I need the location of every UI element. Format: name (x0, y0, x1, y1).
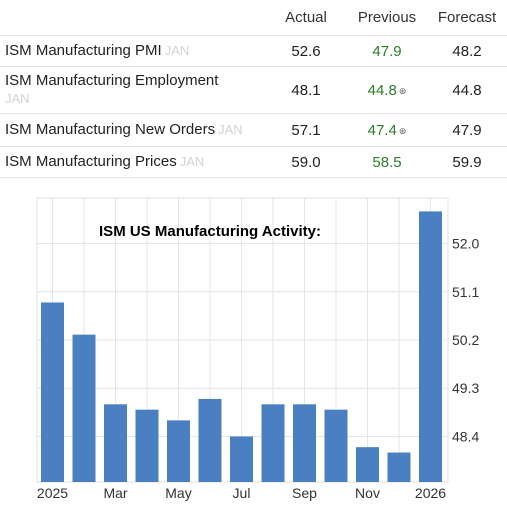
bars[interactable] (41, 211, 442, 482)
actual-value: 59.0 (265, 146, 347, 178)
bar-2025-12[interactable] (387, 452, 411, 482)
bar-2025-07[interactable] (230, 436, 253, 482)
reference-period: JAN (179, 154, 205, 169)
col-actual-header[interactable]: Actual (265, 0, 347, 36)
bar-2025-09[interactable] (293, 404, 316, 482)
forecast-value: 59.9 (427, 146, 507, 178)
chart-title: ISM US Manufacturing Activity: (99, 223, 321, 240)
indicator-cell[interactable]: ISM Manufacturing PMI JAN (0, 35, 265, 67)
x-tick-label: Jul (233, 485, 251, 501)
forecast-value: 48.2 (427, 35, 507, 67)
table-row[interactable]: ISM Manufacturing PMI JAN 52.6 47.9 48.2 (0, 35, 507, 67)
reference-period: JAN (5, 91, 30, 106)
actual-value: 48.1 (265, 66, 347, 114)
y-axis-ticks: 48.4 49.3 50.2 51.1 52.0 (452, 236, 479, 445)
col-previous-header[interactable]: Previous (347, 0, 427, 36)
bar-2025-05[interactable] (167, 420, 190, 482)
revised-circle-icon[interactable]: ⊛ (398, 85, 407, 96)
bar-2025-04[interactable] (135, 409, 159, 482)
previous-value-text: 44.8 (367, 81, 397, 99)
indicator-cell[interactable]: ISM Manufacturing Prices JAN (0, 146, 265, 178)
indicator-name[interactable]: ISM Manufacturing PMI (5, 42, 162, 59)
forecast-value: 47.9 (427, 113, 507, 147)
bar-2025-08[interactable] (261, 404, 285, 482)
y-tick-label: 50.2 (452, 332, 479, 348)
previous-value: 47.4 ⊛ (347, 113, 427, 147)
actual-value: 52.6 (265, 35, 347, 67)
y-tick-label: 51.1 (452, 284, 479, 300)
table-row[interactable]: ISM Manufacturing Prices JAN 59.0 58.5 59… (0, 146, 507, 178)
col-forecast-header[interactable]: Forecast (427, 0, 507, 36)
header-row: Actual Previous Forecast (0, 0, 507, 36)
indicators-table: Actual Previous Forecast ISM Manufacturi… (0, 0, 507, 178)
x-tick-label: Sep (292, 485, 317, 501)
bar-2025-03[interactable] (104, 404, 127, 482)
previous-value: 58.5 (347, 146, 427, 178)
x-axis-ticks: 2025 Mar May Jul Sep Nov 2026 (37, 485, 446, 501)
x-tick-label: 2025 (37, 485, 68, 501)
previous-value-text: 58.5 (372, 153, 402, 171)
bar-2025-10[interactable] (324, 409, 348, 482)
indicator-cell[interactable]: ISM Manufacturing New Orders JAN (0, 113, 265, 147)
y-tick-label: 49.3 (452, 380, 479, 396)
x-tick-label: Mar (103, 485, 127, 501)
previous-value: 47.9 (347, 35, 427, 67)
reference-period: JAN (218, 122, 243, 137)
bar-2025-11[interactable] (356, 447, 379, 482)
y-tick-label: 48.4 (452, 428, 479, 444)
bar-2025-01[interactable] (41, 302, 64, 482)
reference-period: JAN (164, 43, 190, 58)
table-row[interactable]: ISM Manufacturing New Orders JAN 57.1 47.… (0, 113, 507, 147)
revised-circle-icon[interactable]: ⊛ (398, 125, 407, 136)
indicator-cell[interactable]: ISM Manufacturing Employment JAN (0, 66, 265, 114)
previous-value-text: 47.9 (372, 42, 402, 60)
col-name-header (0, 0, 265, 36)
actual-value: 57.1 (265, 113, 347, 147)
x-tick-label: Nov (355, 485, 380, 501)
bar-2025-02[interactable] (72, 334, 96, 482)
x-tick-label: 2026 (415, 485, 446, 501)
table-row[interactable]: ISM Manufacturing Employment JAN 48.1 44.… (0, 66, 507, 114)
y-tick-label: 52.0 (452, 236, 479, 252)
indicator-name[interactable]: ISM Manufacturing Prices (5, 153, 177, 170)
bar-2025-06[interactable] (198, 398, 222, 482)
forecast-value: 44.8 (427, 66, 507, 114)
x-tick-label: May (165, 485, 191, 501)
previous-value: 44.8 ⊛ (347, 66, 427, 114)
indicator-name[interactable]: ISM Manufacturing Employment (5, 72, 219, 89)
bar-2026-01[interactable] (419, 211, 442, 482)
previous-value-text: 47.4 (367, 121, 397, 139)
indicator-name[interactable]: ISM Manufacturing New Orders (5, 121, 216, 138)
